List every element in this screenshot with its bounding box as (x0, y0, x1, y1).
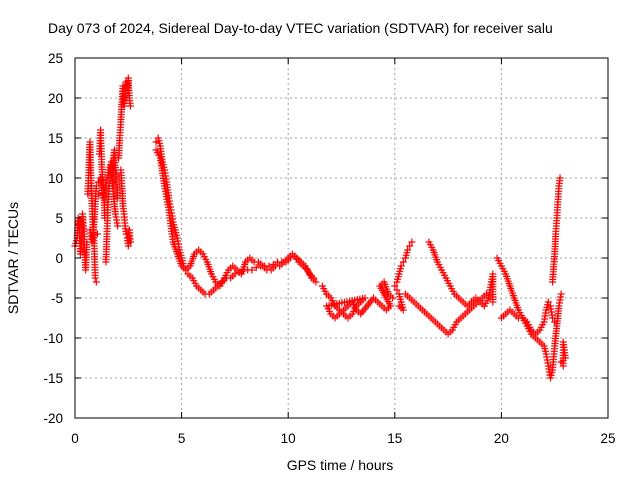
series-early-burst (71, 74, 134, 286)
x-tick-label: 10 (281, 431, 296, 446)
series-rising-arc (391, 238, 416, 314)
series-middle-dip (318, 278, 397, 322)
data-point (114, 222, 122, 230)
data-point (399, 258, 407, 266)
data-points (71, 74, 569, 382)
x-tick-label: 20 (494, 431, 509, 446)
x-tick-label: 0 (71, 431, 79, 446)
y-tick-label: -20 (43, 411, 63, 426)
y-axis: -20 -15 -10 -5 0 5 10 15 20 25 (43, 51, 608, 426)
y-tick-label: 10 (48, 171, 63, 186)
data-point (126, 238, 134, 246)
data-point (395, 302, 403, 310)
data-point (544, 298, 552, 306)
y-tick-label: 20 (48, 91, 63, 106)
x-tick-label: 25 (600, 431, 615, 446)
data-point (126, 102, 134, 110)
series-late-segment (493, 174, 569, 382)
x-axis-label: GPS time / hours (287, 457, 394, 473)
data-point (248, 266, 256, 274)
x-axis: 0 5 10 15 20 25 (71, 58, 616, 446)
data-point (551, 318, 559, 326)
series-main-decay (152, 134, 320, 298)
y-tick-label: -15 (43, 371, 63, 386)
data-point (408, 238, 416, 246)
grid-lines (75, 58, 608, 418)
y-tick-label: -10 (43, 331, 63, 346)
y-axis-label: SDTVAR / TECUs (5, 202, 21, 314)
plot-frame (74, 57, 609, 419)
data-point (557, 290, 565, 298)
chart-title: Day 073 of 2024, Sidereal Day-to-day VTE… (48, 20, 553, 36)
series-second-trace (152, 146, 318, 290)
y-tick-label: 15 (48, 131, 63, 146)
data-point (561, 354, 569, 362)
data-point (252, 264, 260, 272)
y-tick-label: 25 (48, 51, 63, 66)
data-point (389, 294, 397, 302)
y-tick-label: 0 (55, 251, 63, 266)
data-point (265, 262, 273, 270)
data-point (549, 314, 557, 322)
y-tick-label: 5 (55, 211, 63, 226)
data-point (397, 262, 405, 270)
data-point (92, 278, 100, 286)
data-point (312, 278, 320, 286)
data-point (91, 274, 99, 282)
data-point (556, 174, 564, 182)
data-point (489, 298, 497, 306)
data-point (231, 270, 239, 278)
data-point (393, 286, 401, 294)
y-tick-label: -5 (51, 291, 63, 306)
x-tick-label: 5 (178, 431, 186, 446)
data-point (404, 246, 412, 254)
data-point (391, 282, 399, 290)
x-tick-label: 15 (387, 431, 402, 446)
data-point (406, 242, 414, 250)
series-long-descent (401, 238, 497, 338)
data-point (310, 274, 318, 282)
